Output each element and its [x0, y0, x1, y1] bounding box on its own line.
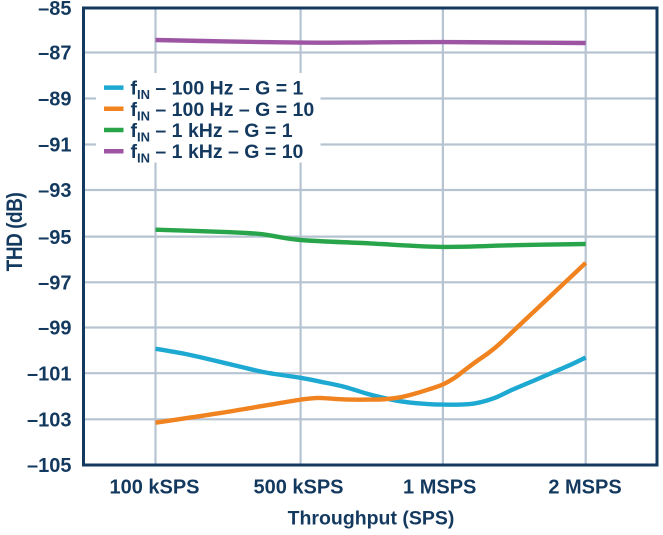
svg-text:500 kSPS: 500 kSPS — [253, 477, 343, 499]
svg-text:1 MSPS: 1 MSPS — [403, 477, 476, 499]
svg-text:THD (dB): THD (dB) — [3, 193, 28, 272]
svg-text:–97: –97 — [38, 273, 71, 295]
svg-text:–99: –99 — [38, 318, 71, 340]
svg-text:Throughput (SPS): Throughput (SPS) — [288, 508, 455, 530]
svg-text:100 kSPS: 100 kSPS — [109, 477, 199, 499]
svg-text:–91: –91 — [38, 135, 71, 157]
svg-text:–103: –103 — [27, 410, 72, 432]
svg-text:fIN – 100 Hz – G = 1: fIN – 100 Hz – G = 1 — [131, 78, 304, 103]
svg-text:–93: –93 — [38, 180, 71, 202]
svg-text:fIN – 1 kHz – G = 10: fIN – 1 kHz – G = 10 — [131, 141, 304, 166]
svg-text:2 MSPS: 2 MSPS — [548, 477, 621, 499]
svg-text:–95: –95 — [38, 227, 71, 249]
svg-text:fIN – 100 Hz – G = 10: fIN – 100 Hz – G = 10 — [131, 99, 315, 124]
svg-text:–87: –87 — [38, 43, 71, 65]
svg-text:–85: –85 — [38, 0, 71, 20]
svg-text:fIN – 1 kHz – G = 1: fIN – 1 kHz – G = 1 — [131, 120, 293, 145]
svg-text:–101: –101 — [27, 363, 72, 385]
svg-text:–89: –89 — [38, 89, 71, 111]
svg-text:–105: –105 — [27, 455, 72, 477]
